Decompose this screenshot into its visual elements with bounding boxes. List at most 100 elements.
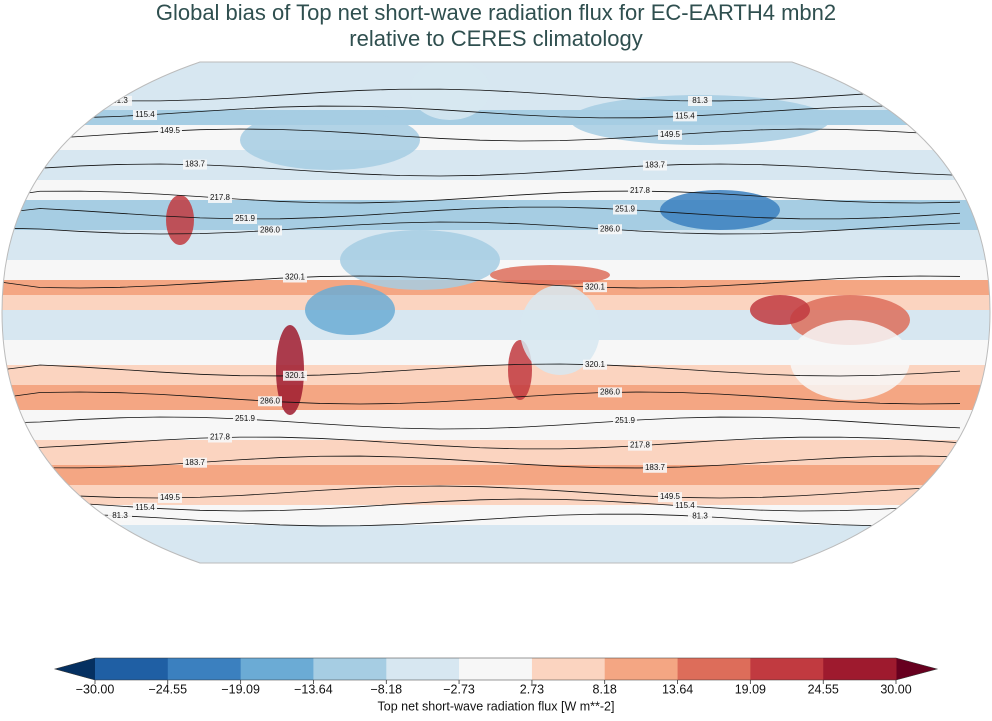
contour-label-bg — [183, 159, 207, 170]
colorbar-tick-label: −8.18 — [370, 682, 402, 696]
contour-label-bg — [283, 272, 307, 283]
title-line-2: relative to CERES climatology — [349, 26, 642, 51]
colorbar-bin — [240, 658, 314, 680]
bias-patch — [660, 190, 780, 230]
contour-label-bg — [598, 224, 622, 235]
contour-label-bg — [583, 282, 607, 293]
colorbar-tick-label: −30.00 — [76, 682, 115, 696]
contour-label: 81.3 — [692, 96, 708, 105]
colorbar-tick-label: −24.55 — [148, 682, 187, 696]
contour-label-bg — [233, 414, 257, 425]
contour-label: 217.8 — [210, 193, 231, 202]
contour-label: 251.9 — [235, 214, 256, 223]
map-border — [1, 61, 991, 564]
contour-line — [2, 190, 961, 204]
contour-label: 183.7 — [185, 160, 206, 169]
contour-label: 251.9 — [615, 205, 636, 214]
contour-label: 320.1 — [585, 282, 606, 291]
contour-label-bg — [688, 511, 712, 522]
contour-label: 217.8 — [210, 433, 231, 442]
colorbar-label: Top net short-wave radiation flux [W m**… — [378, 699, 615, 713]
contour-label-bg — [658, 129, 682, 140]
contour-line — [2, 88, 961, 102]
colorbar-bin — [604, 658, 679, 680]
bias-band — [2, 485, 990, 506]
bias-band — [2, 410, 990, 441]
bias-band — [2, 260, 990, 281]
colorbar-bin — [677, 658, 751, 680]
contour-label: 115.4 — [675, 501, 695, 510]
contour-label-bg — [643, 160, 667, 171]
bias-patch — [276, 325, 304, 415]
bias-patch — [520, 285, 600, 375]
contour-label-bg — [158, 125, 182, 136]
colorbar-tick-label: −19.09 — [221, 682, 260, 696]
contour-label-bg — [208, 192, 232, 203]
contour-label: 149.5 — [660, 130, 681, 139]
contour-line — [2, 436, 961, 450]
contour-label: 115.4 — [135, 110, 155, 119]
contour-label-bg — [233, 213, 257, 224]
colorbar-bin — [823, 658, 897, 680]
colorbar-tick-label: 30.00 — [880, 682, 911, 696]
bias-band — [2, 295, 990, 311]
contour-label: 320.1 — [585, 360, 606, 369]
bias-band — [2, 150, 990, 181]
bias-band — [2, 505, 990, 526]
contour-label-bg — [258, 225, 282, 236]
contour-label: 81.3 — [692, 511, 708, 520]
contour-label: 115.4 — [675, 111, 695, 120]
colorbar-bin — [459, 658, 533, 680]
contour-line — [2, 455, 961, 469]
contour-label-bg — [628, 186, 652, 197]
colorbar-bin — [531, 658, 606, 680]
title-line-1: Global bias of Top net short-wave radiat… — [156, 0, 836, 25]
contour-label: 217.8 — [630, 186, 651, 195]
contour-label: 149.5 — [660, 492, 681, 501]
bias-band — [2, 440, 990, 466]
colorbar-bin — [386, 658, 460, 680]
colorbar-bin — [167, 658, 242, 680]
contour-label-bg — [613, 204, 637, 215]
colorbar-tick-label: 2.73 — [520, 682, 544, 696]
contour-line — [2, 416, 961, 430]
contour-label-bg — [258, 396, 282, 407]
contour-label-bg — [688, 95, 712, 106]
contour-label: 251.9 — [615, 416, 636, 425]
contour-label: 81.3 — [112, 96, 128, 105]
contour-label-bg — [643, 462, 667, 473]
contour-line — [2, 498, 961, 512]
bias-patch — [166, 195, 194, 245]
colorbar: −30.00 −24.55 −19.09 −13.64 −8.18 −2.73 2.73 8.… — [53, 657, 939, 696]
bias-band — [2, 125, 990, 151]
colorbar-bin — [750, 658, 824, 680]
contour-label-bg — [108, 95, 132, 106]
contour-line — [2, 206, 961, 220]
contour-line — [2, 105, 961, 119]
contour-label-bg — [283, 370, 307, 381]
colorbar-tick-label: −2.73 — [443, 682, 475, 696]
colorbar-tick-label: 24.55 — [808, 682, 839, 696]
bias-patch — [750, 295, 810, 325]
contour-label-bg — [208, 432, 232, 443]
contour-label-bg — [133, 110, 157, 121]
contour-label-bg — [598, 387, 622, 398]
colorbar-tick-label: 8.18 — [593, 682, 617, 696]
bias-band — [2, 280, 990, 296]
contour-label: 149.5 — [160, 126, 181, 135]
contour-label: 183.7 — [185, 458, 206, 467]
bias-band — [2, 465, 990, 486]
bias-patch — [490, 265, 610, 285]
contour-label-bg — [673, 501, 697, 512]
contour-label: 81.3 — [112, 511, 128, 520]
contour-label: 286.0 — [600, 387, 621, 396]
bias-patch — [790, 320, 910, 400]
contour-label: 286.0 — [600, 224, 621, 233]
bias-band — [2, 180, 990, 201]
contour-label: 183.7 — [645, 463, 666, 472]
contour-label-bg — [183, 457, 207, 468]
contour-label: 320.1 — [285, 371, 306, 380]
contour-label: 115.4 — [135, 503, 155, 512]
